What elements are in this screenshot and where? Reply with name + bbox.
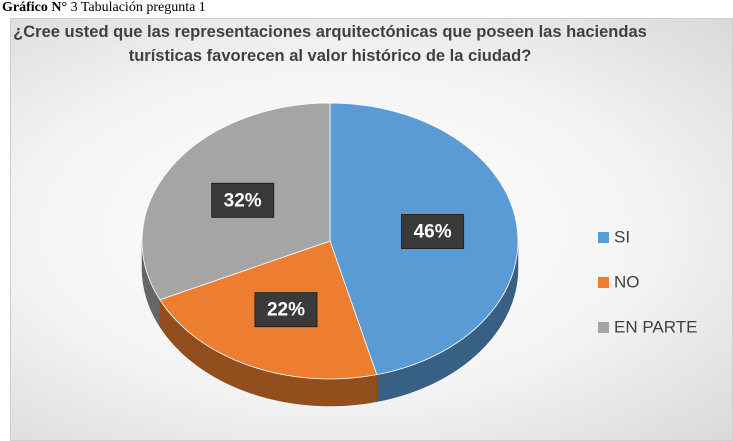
legend-label: SI xyxy=(614,227,630,246)
data-label: 22% xyxy=(267,300,305,321)
caption: Gráfico N° 3 Tabulación pregunta 1 xyxy=(2,0,206,16)
data-label: 32% xyxy=(224,190,262,211)
legend-label: NO xyxy=(614,272,640,291)
data-label-box xyxy=(211,182,275,218)
caption-label: Gráfico N° xyxy=(2,0,68,15)
data-label-box xyxy=(254,292,318,328)
legend-swatch xyxy=(598,322,609,333)
chart-title: ¿Cree usted que las representaciones arq… xyxy=(13,23,647,65)
legend-swatch xyxy=(598,277,609,288)
caption-text: 3 Tabulación pregunta 1 xyxy=(70,0,206,15)
legend-swatch xyxy=(598,232,609,243)
data-label: 46% xyxy=(414,222,452,243)
legend-label: EN PARTE xyxy=(614,317,697,336)
data-label-box xyxy=(401,213,465,249)
